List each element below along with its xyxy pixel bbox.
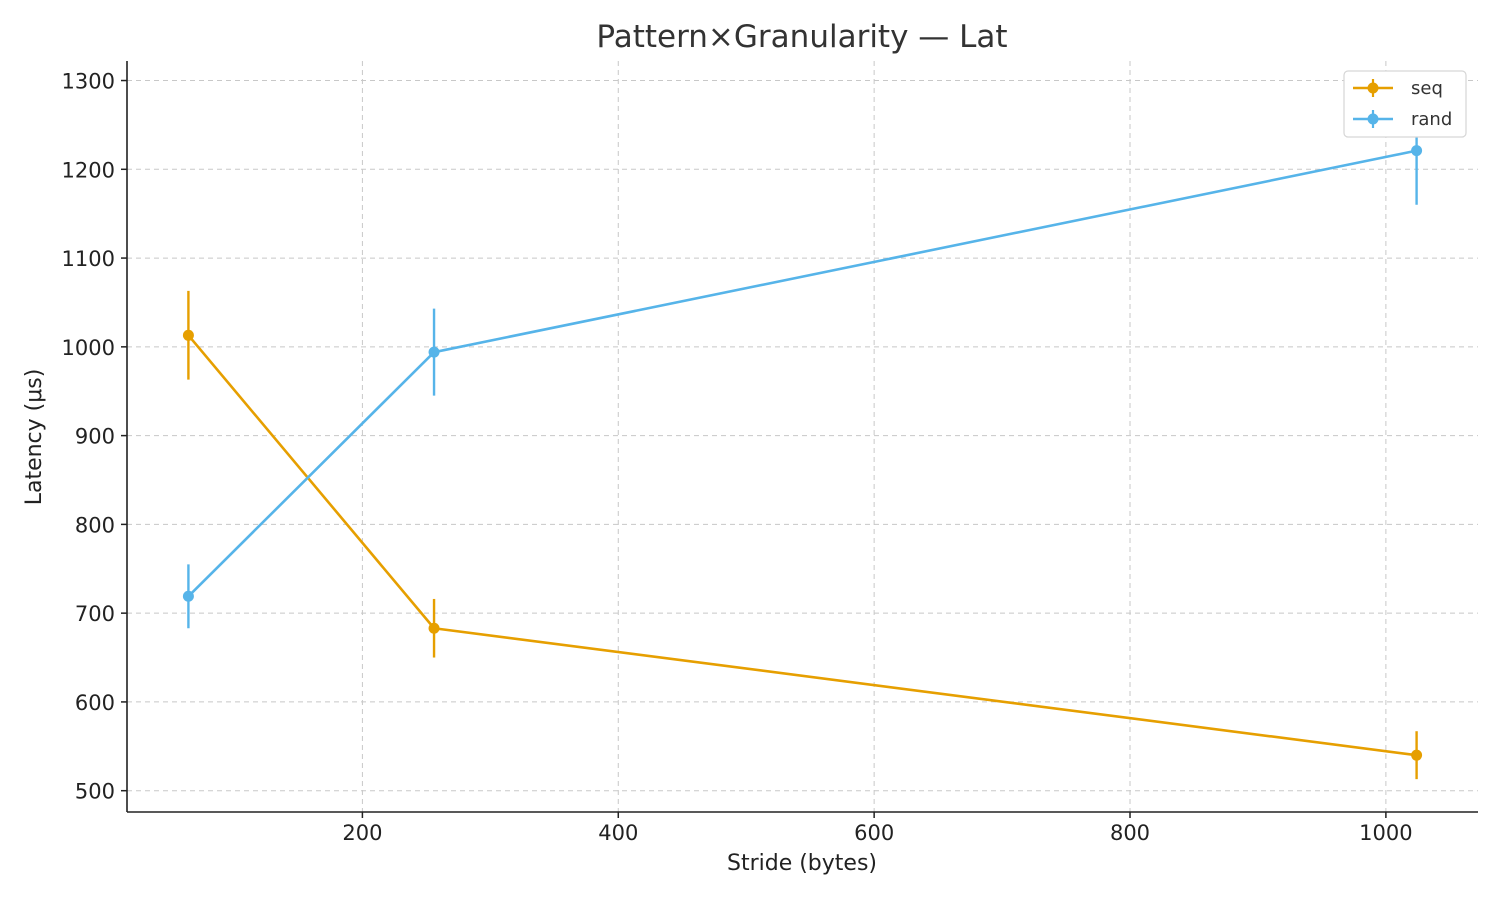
y-tick-label: 900 xyxy=(75,425,115,449)
grid xyxy=(127,61,1478,812)
x-tick-label: 600 xyxy=(854,821,894,845)
x-tick-label: 800 xyxy=(1110,821,1150,845)
data-point xyxy=(182,590,194,602)
data-point xyxy=(1411,145,1423,157)
series-line-seq xyxy=(187,334,1417,757)
legend-label: rand xyxy=(1411,109,1452,130)
chart-title: Pattern×Granularity — Lat xyxy=(596,19,1007,55)
y-tick-label: 1000 xyxy=(62,336,115,360)
x-axis-label: Stride (bytes) xyxy=(727,851,877,876)
y-tick-label: 1300 xyxy=(62,70,115,94)
legend-marker xyxy=(1367,82,1379,94)
legend-label: seq xyxy=(1411,78,1443,99)
x-tick-label: 200 xyxy=(342,821,382,845)
y-tick-label: 1100 xyxy=(62,247,115,271)
y-axis-label: Latency (μs) xyxy=(22,369,47,506)
data-point xyxy=(1411,749,1423,761)
data-point xyxy=(428,346,440,358)
legend-entry-seq: seq xyxy=(1353,78,1443,99)
y-tick-label: 700 xyxy=(75,602,115,626)
legend-entry-rand: rand xyxy=(1353,109,1452,130)
axes xyxy=(126,61,1478,813)
data-point xyxy=(182,329,194,341)
plot-area xyxy=(182,96,1423,780)
series-line-rand xyxy=(187,149,1417,598)
data-point xyxy=(428,622,440,634)
y-tick-label: 600 xyxy=(75,691,115,715)
y-tick-label: 800 xyxy=(75,513,115,537)
y-tick-label: 1200 xyxy=(62,158,115,182)
ticks: 200 400 600 800 1000 500 600 700 800 900 1000 1100 1… xyxy=(62,70,1413,845)
y-tick-label: 500 xyxy=(75,780,115,804)
x-tick-label: 1000 xyxy=(1359,821,1412,845)
legend: seq rand xyxy=(1343,70,1467,138)
x-tick-label: 400 xyxy=(598,821,638,845)
legend-marker xyxy=(1367,113,1379,125)
series-seq xyxy=(182,290,1423,780)
